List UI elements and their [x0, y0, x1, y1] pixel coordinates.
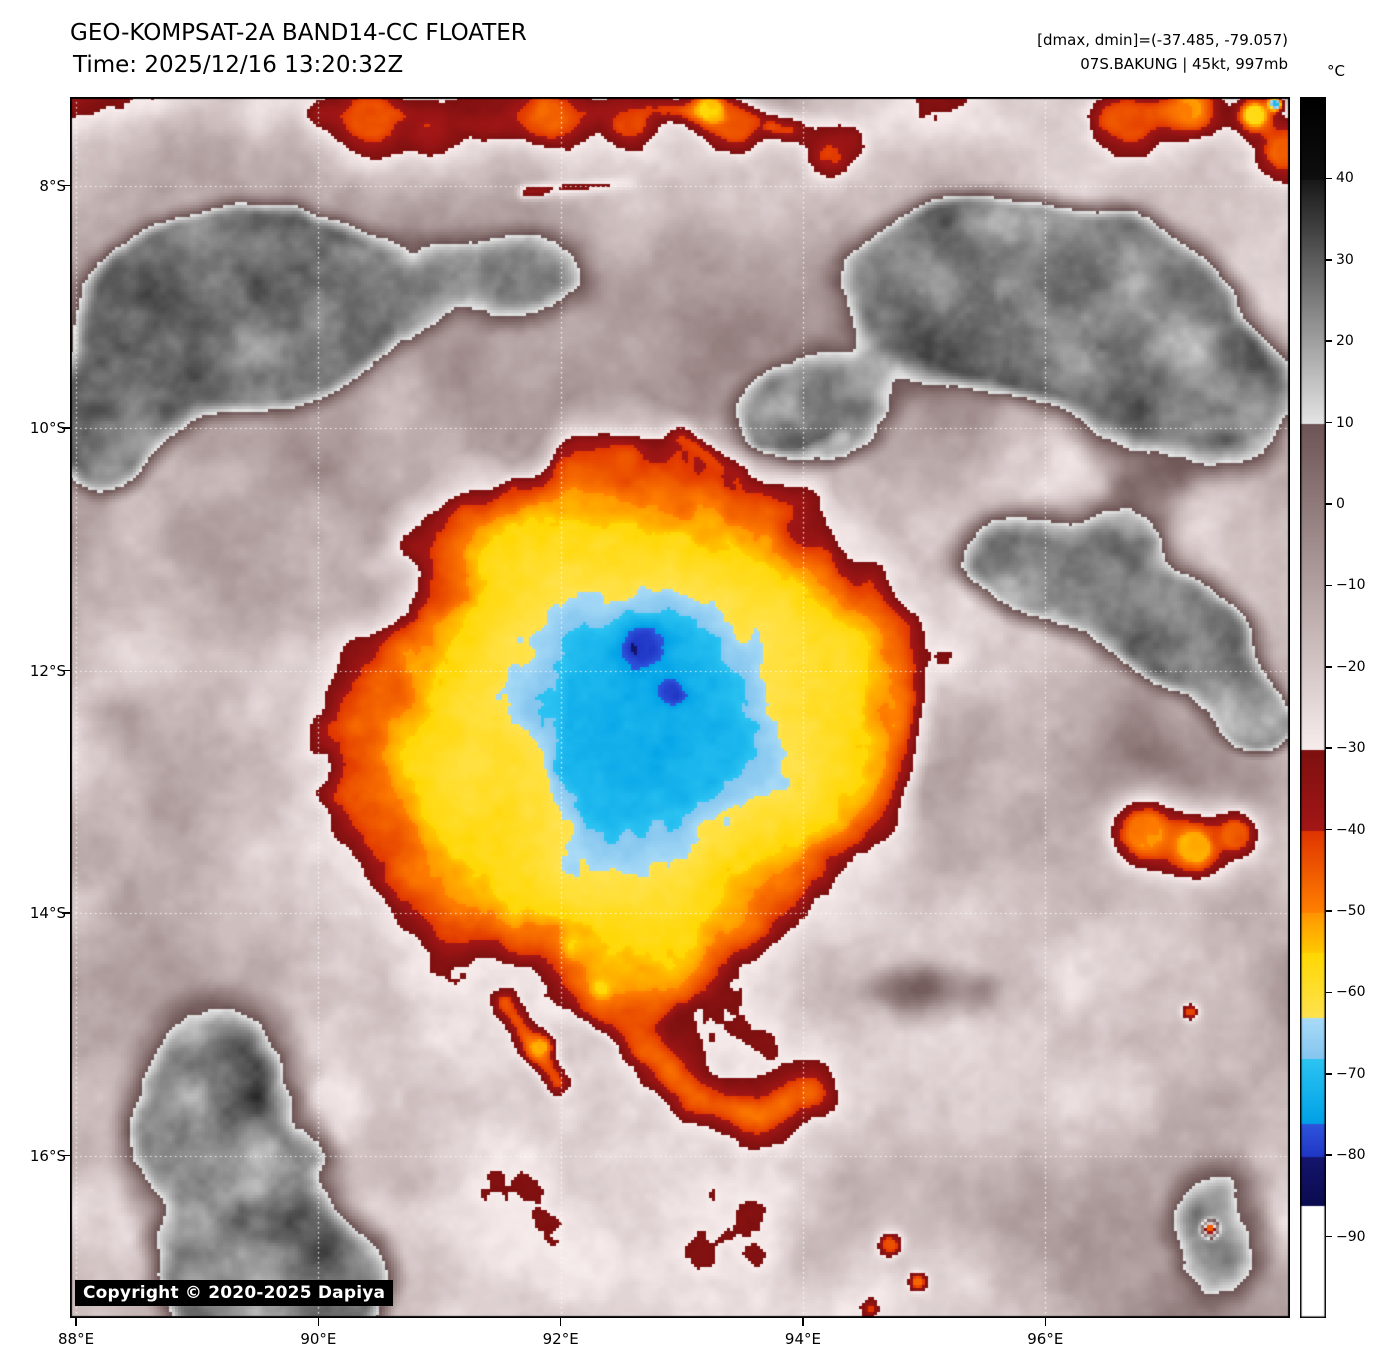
colorbar-tick-mark [1326, 1073, 1332, 1075]
colorbar-tick-label: −30 [1336, 740, 1366, 757]
colorbar-tick-label: 10 [1336, 414, 1354, 431]
lon-tick-label: 94°E [784, 1330, 822, 1348]
lat-tick-mark [62, 427, 70, 429]
figure-time: Time: 2025/12/16 13:20:32Z [73, 52, 404, 78]
colorbar-unit: °C [1327, 62, 1345, 80]
lat-tick-label: 8°S [39, 176, 66, 195]
colorbar-tick-label: −10 [1336, 577, 1366, 594]
colorbar-tick-label: 20 [1336, 333, 1354, 350]
lat-tick-mark [62, 1154, 70, 1157]
header-annotations: [dmax, dmin]=(-37.485, -79.057) 07S.BAKU… [1037, 28, 1288, 76]
lat-tick-label: 16°S [29, 1146, 66, 1165]
lon-tick-label: 96°E [1027, 1330, 1064, 1348]
colorbar-canvas [1300, 97, 1326, 1318]
colorbar-tick-mark [1326, 1154, 1332, 1156]
lon-tick-mark [1044, 1318, 1047, 1326]
colorbar-tick-mark [1326, 340, 1332, 342]
figure-title: GEO-KOMPSAT-2A BAND14-CC FLOATER [70, 20, 527, 46]
lat-tick-label: 10°S [29, 419, 66, 438]
colorbar-tick-mark [1326, 259, 1332, 261]
lon-tick-label: 90°E [300, 1330, 337, 1348]
lon-tick-mark [317, 1318, 320, 1326]
colorbar-tick-mark [1326, 991, 1332, 994]
lat-tick-mark [62, 912, 70, 914]
colorbar-tick-label: 0 [1336, 496, 1345, 512]
colorbar-tick-mark [1326, 503, 1332, 505]
colorbar-tick-label: −70 [1336, 1065, 1366, 1082]
lat-tick-label: 12°S [29, 661, 66, 680]
satellite-canvas [70, 97, 1290, 1318]
colorbar-tick-label: −90 [1336, 1228, 1366, 1245]
colorbar-tick-mark [1326, 1235, 1332, 1238]
copyright-label: Copyright © 2020-2025 Dapiya [75, 1280, 394, 1306]
colorbar-tick-label: −60 [1336, 984, 1366, 1001]
lon-tick-mark [75, 1318, 77, 1326]
map-area: Copyright © 2020-2025 Dapiya [70, 97, 1290, 1318]
colorbar-tick-mark [1326, 828, 1332, 831]
lat-tick-label: 14°S [29, 904, 66, 923]
storm-annotation: 07S.BAKUNG | 45kt, 997mb [1080, 55, 1288, 73]
colorbar-tick-mark [1326, 910, 1332, 912]
lon-tick-mark [559, 1318, 562, 1326]
colorbar-tick-label: −80 [1336, 1147, 1366, 1164]
colorbar-tick-mark [1326, 666, 1332, 668]
colorbar-tick-label: 40 [1336, 170, 1354, 187]
lon-tick-label: 92°E [542, 1330, 579, 1348]
colorbar-tick-mark [1326, 421, 1332, 424]
colorbar-tick-label: 30 [1336, 251, 1354, 268]
colorbar-tick-mark [1326, 747, 1332, 749]
lon-tick-label: 88°E [58, 1330, 95, 1348]
dmax-dmin-annotation: [dmax, dmin]=(-37.485, -79.057) [1037, 31, 1288, 49]
colorbar-tick-mark [1326, 584, 1332, 587]
lat-tick-mark [62, 184, 70, 187]
lon-tick-mark [802, 1318, 804, 1326]
lat-tick-mark [62, 669, 70, 672]
colorbar-tick-label: −40 [1336, 821, 1366, 838]
colorbar-tick-label: −50 [1336, 903, 1366, 919]
colorbar-tick-mark [1326, 177, 1332, 180]
colorbar-tick-label: −20 [1336, 658, 1366, 675]
